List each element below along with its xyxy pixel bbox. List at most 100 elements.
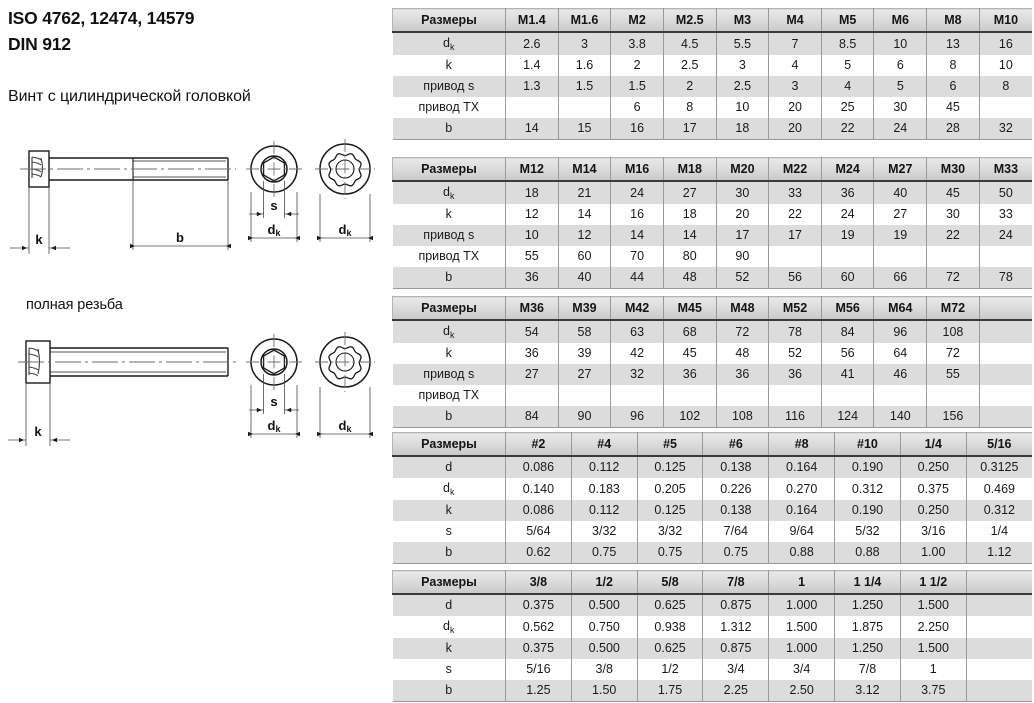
table-cell: 36: [662, 364, 717, 385]
table-cell: 19: [820, 225, 875, 246]
dimension-label-s: s: [270, 198, 277, 213]
table-cell: 0.138: [702, 500, 770, 521]
table-cell: 14: [505, 118, 559, 140]
table-cell: 27: [505, 364, 559, 385]
column-header-size: M27: [873, 157, 928, 182]
row-label: s: [392, 521, 506, 542]
column-header-size: M16: [610, 157, 664, 182]
row-label: b: [392, 267, 506, 289]
dimension-label-s-full: s: [270, 394, 277, 409]
table-cell: 16: [610, 118, 664, 140]
table-cell: 36: [505, 267, 559, 289]
table-row: привод s 10 12 14 14 17 17 19 19 22 24: [392, 225, 1032, 246]
table-cell: 96: [873, 320, 928, 343]
table-cell: 15: [557, 118, 612, 140]
table-cell: 68: [662, 320, 717, 343]
dimension-label-dk-hex: dk: [268, 222, 282, 238]
table-cell: 0.112: [570, 456, 638, 478]
column-header-size: 1 1/2: [899, 570, 967, 595]
row-label: d: [392, 594, 506, 616]
table-cell: 58: [557, 320, 612, 343]
table-cell: 1.3: [505, 76, 559, 97]
table-cell: 45: [926, 97, 980, 118]
table-cell: 1.250: [834, 638, 901, 659]
table-cell: 72: [715, 320, 770, 343]
table-cell: 90: [715, 246, 770, 267]
table-cell: [978, 385, 1032, 406]
table-cell: 14: [662, 225, 717, 246]
table-cell: 8: [926, 55, 980, 76]
table-cell: 0.183: [570, 478, 638, 500]
column-header-size: 5/8: [636, 570, 704, 595]
table-cell: [926, 385, 980, 406]
table-cell: 0.75: [570, 542, 638, 564]
table-cell: 22: [926, 225, 980, 246]
row-label: b: [392, 542, 506, 564]
table-cell: 96: [610, 406, 664, 428]
table-cell: 2.250: [899, 616, 967, 638]
table-cell: 36: [768, 364, 822, 385]
table-cell: 0.112: [570, 500, 638, 521]
table-cell: 30: [873, 97, 928, 118]
column-header-size: #5: [636, 432, 704, 457]
table-cell: 0.250: [899, 500, 967, 521]
table-cell: 44: [610, 267, 664, 289]
table-cell: 1.00: [899, 542, 967, 564]
table-cell: 102: [662, 406, 717, 428]
table-cell: 0.88: [768, 542, 836, 564]
table-cell: 52: [715, 267, 770, 289]
dimension-label-k-full: k: [34, 424, 42, 439]
table-cell: 5.5: [715, 32, 770, 55]
table-cell: 0.625: [636, 594, 704, 616]
table-cell: [978, 364, 1032, 385]
table-cell: 0.75: [702, 542, 770, 564]
column-header-size: M45: [662, 296, 717, 321]
column-header-size: M18: [662, 157, 717, 182]
table-cell: 0.205: [636, 478, 704, 500]
table-header-row: Размеры #2 #4 #5 #6 #8 #10 1/4 5/16: [392, 432, 1032, 457]
table-cell: 16: [610, 204, 664, 225]
product-subtitle: Винт с цилиндрической головкой: [8, 88, 251, 105]
column-header-size: M1.4: [505, 8, 559, 33]
table-cell: 1.000: [768, 594, 836, 616]
column-header-size: M36: [505, 296, 559, 321]
table-cell: 2: [610, 55, 664, 76]
column-header-size: M12: [505, 157, 559, 182]
table-row: привод TX 55 60 70 80 90: [392, 246, 1032, 267]
table-cell: 8.5: [820, 32, 875, 55]
table-cell: [965, 638, 1032, 659]
column-header-size: M30: [926, 157, 980, 182]
table-cell: 0.140: [505, 478, 572, 500]
table-header-row: Размеры M1.4 M1.6 M2 M2.5 M3 M4 M5 M6 M8 M10: [392, 8, 1032, 33]
table-cell: 42: [610, 343, 664, 364]
dimension-k-full: [8, 383, 70, 446]
dimension-table-metric-medium: Размеры M12 M14 M16 M18 M20 M22 M24 M27 M30 M33 dk 1…: [392, 157, 1032, 289]
end-view-hex-socket: s dk: [246, 141, 302, 242]
table-cell: 8: [662, 97, 717, 118]
table-cell: 0.375: [505, 638, 572, 659]
row-label: k: [392, 55, 506, 76]
column-header-size: 1: [768, 570, 836, 595]
column-header-size: M1.6: [557, 8, 612, 33]
table-cell: [505, 97, 559, 118]
table-cell: 24: [978, 225, 1032, 246]
table-cell: 0.62: [505, 542, 572, 564]
table-row: привод s 1.3 1.5 1.5 2 2.5 3 4 5 6 8: [392, 76, 1032, 97]
table-cell: 18: [715, 118, 770, 140]
table-cell: 63: [610, 320, 664, 343]
table-header-row: Размеры 3/8 1/2 5/8 7/8 1 1 1/4 1 1/2: [392, 570, 1032, 595]
table-cell: 1.312: [702, 616, 770, 638]
table-cell: 55: [505, 246, 559, 267]
table-cell: 3/32: [636, 521, 704, 542]
table-row: k 1.4 1.6 2 2.5 3 4 5 6 8 10: [392, 55, 1032, 76]
table-cell: 5/16: [505, 659, 572, 680]
row-label: привод TX: [392, 385, 506, 406]
table-cell: 4: [768, 55, 822, 76]
row-label: привод TX: [392, 97, 506, 118]
column-header-size: M39: [557, 296, 612, 321]
table-cell: 14: [557, 204, 612, 225]
table-cell: 27: [873, 204, 928, 225]
table-cell: 1.25: [505, 680, 572, 702]
column-header-size: #2: [505, 432, 572, 457]
table-cell: 0.562: [505, 616, 572, 638]
